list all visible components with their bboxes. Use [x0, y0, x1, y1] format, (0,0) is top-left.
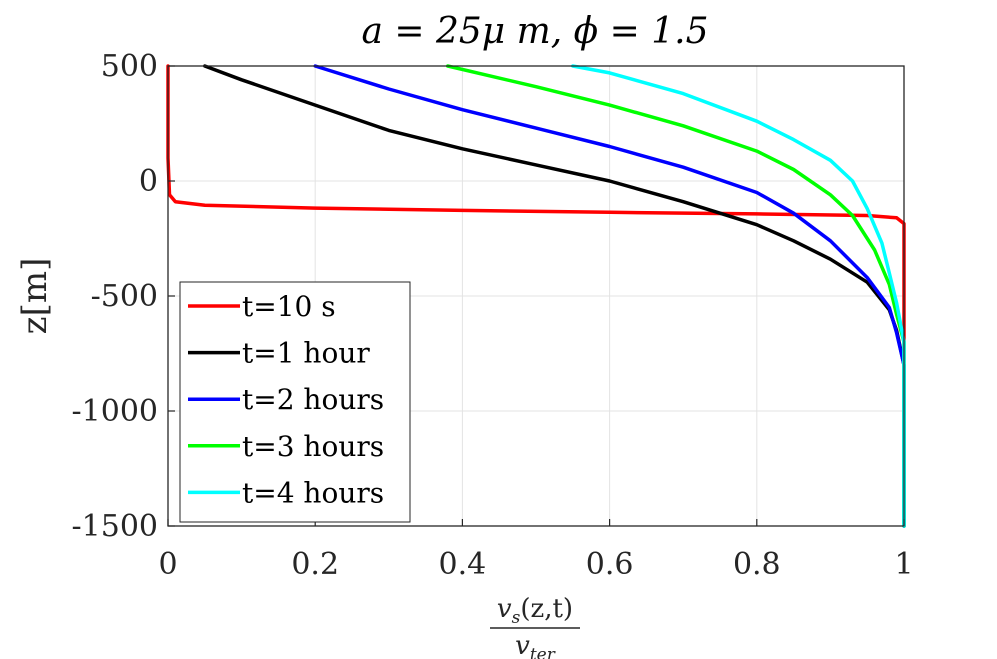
y-axis-label: z[m]	[15, 258, 55, 335]
x-axis-label: vs(z,t) vter	[490, 594, 580, 659]
x-tick-label: 0	[158, 547, 177, 582]
svg-text:vter: vter	[515, 631, 556, 659]
x-tick-label: 0.2	[291, 547, 339, 582]
y-tick-label: 500	[101, 49, 158, 84]
legend-label: t=10 s	[242, 290, 336, 323]
svg-text:vs(z,t): vs(z,t)	[497, 594, 573, 628]
legend: t=10 s t=1 hour t=2 hours t=3 hours t=4 hour…	[179, 281, 411, 523]
x-label-numerator: v	[497, 594, 512, 624]
legend-label: t=3 hours	[242, 430, 384, 463]
x-label-denominator: v	[515, 631, 530, 659]
y-ticks: 500 0 -500 -1000 -1500	[72, 49, 175, 544]
x-tick-label: 0.6	[586, 547, 634, 582]
series-line	[166, 64, 906, 528]
legend-label: t=2 hours	[242, 383, 384, 416]
x-ticks: 0 0.2 0.4 0.6 0.8 1	[158, 519, 914, 582]
x-tick-label: 0.8	[733, 547, 781, 582]
x-label-numerator-sub: s	[512, 608, 521, 628]
legend-label: t=4 hours	[242, 476, 384, 509]
x-tick-label: 1	[894, 547, 913, 582]
x-tick-label: 0.4	[439, 547, 487, 582]
y-tick-label: -1500	[72, 509, 158, 544]
legend-box	[179, 281, 411, 523]
legend-label: t=1 hour	[242, 337, 370, 370]
x-label-denominator-sub: ter	[530, 645, 556, 659]
y-tick-label: 0	[139, 164, 158, 199]
series-line	[571, 64, 906, 528]
x-label-numerator-args: (z,t)	[520, 594, 573, 624]
series-layer	[166, 64, 906, 528]
y-tick-label: -500	[91, 279, 158, 314]
series-line	[313, 64, 906, 528]
chart-title: a = 25μ m, ϕ = 1.5	[361, 11, 708, 52]
y-tick-label: -1000	[72, 394, 158, 429]
